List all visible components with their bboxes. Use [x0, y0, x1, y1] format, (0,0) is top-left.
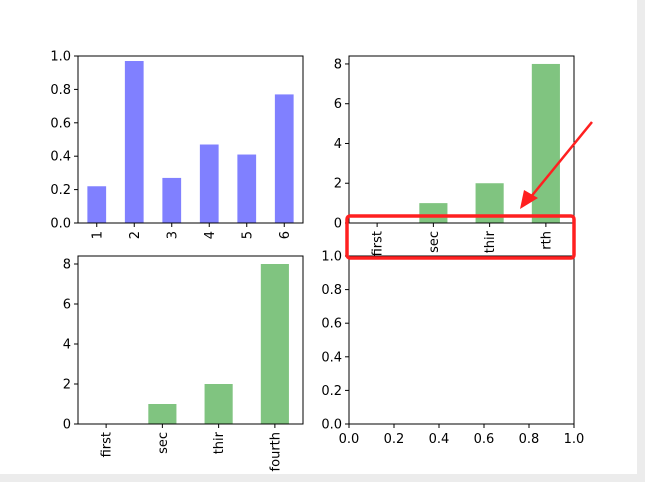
- highlight-box: [345, 214, 576, 260]
- x-tick-label: fourth: [268, 432, 283, 471]
- x-tick-label: 0.4: [429, 432, 450, 447]
- y-tick-label: 0.0: [321, 418, 342, 433]
- bar-4: [199, 144, 219, 223]
- axes-frame: [348, 55, 575, 224]
- y-tick-label: 0: [334, 217, 342, 232]
- y-tick-label: 4: [334, 137, 342, 152]
- x-tick-label: thir: [483, 230, 498, 253]
- y-tick-label: 1.0: [50, 50, 71, 65]
- arrow-head: [520, 190, 538, 209]
- axes-background: [349, 256, 574, 424]
- y-tick-label: 8: [334, 57, 342, 72]
- y-tick-label: 2: [63, 378, 71, 393]
- x-tick-label: 1.0: [564, 432, 585, 447]
- x-tick-label: 4: [203, 231, 218, 239]
- bar-2: [124, 61, 144, 224]
- bar-3: [162, 177, 182, 223]
- y-tick-label: 0.4: [321, 350, 342, 365]
- y-tick-label: 0.2: [50, 183, 71, 198]
- axes-frame: [348, 255, 575, 425]
- x-tick-label: sec: [156, 432, 171, 454]
- y-tick-label: 2: [334, 177, 342, 192]
- y-tick-label: 6: [63, 298, 71, 313]
- bar-rth: [531, 63, 560, 224]
- y-tick-label: 0: [63, 418, 71, 433]
- x-tick-label: thir: [212, 431, 227, 454]
- y-tick-label: 6: [334, 97, 342, 112]
- axes-frame: [77, 55, 304, 224]
- bar-fourth: [260, 264, 289, 424]
- bar-6: [274, 94, 294, 223]
- bar-thir: [204, 384, 233, 424]
- x-tick-label: first: [371, 231, 386, 256]
- subplot-top-left: 1 2 3 4 5 6 0.0 0.2 0.4 0.6 0.8 1.0: [50, 50, 304, 239]
- x-tick-label: sec: [427, 231, 442, 253]
- y-tick-label: 0.0: [50, 217, 71, 232]
- subplot-bottom-right: 0.0 0.2 0.4 0.6 0.8 1.0 0.0 0.2 0.4 0.6 0.8 1.0: [321, 250, 584, 448]
- x-tick-label: 0.6: [474, 432, 495, 447]
- y-tick-label: 1.0: [321, 250, 342, 265]
- y-tick-label: 0.8: [321, 283, 342, 298]
- window-bottom-edge: [0, 474, 645, 482]
- y-tick-label: 0.4: [50, 150, 71, 165]
- axes-frame: [77, 255, 304, 425]
- x-tick-label: rth: [539, 231, 554, 250]
- x-tick-label: 0.2: [384, 432, 405, 447]
- y-tick-label: 0.8: [50, 83, 71, 98]
- bar-sec: [148, 404, 177, 424]
- y-tick-label: 0.2: [321, 384, 342, 399]
- x-tick-label: 0.0: [339, 432, 360, 447]
- bar-5: [237, 154, 257, 223]
- annotation-layer: [345, 121, 593, 260]
- bar-sec: [419, 203, 448, 223]
- x-tick-label: 5: [240, 231, 255, 239]
- y-tick-label: 0.6: [321, 317, 342, 332]
- scrollbar-track[interactable]: [637, 0, 645, 482]
- y-tick-label: 8: [63, 258, 71, 273]
- y-tick-label: 4: [63, 338, 71, 353]
- x-tick-label: 1: [90, 231, 105, 239]
- subplot-bottom-left: first sec thir fourth 0 2 4 6 8: [63, 255, 304, 471]
- subplot-top-right: first sec thir rth 0 2 4 6 8: [334, 55, 575, 256]
- x-tick-label: 2: [128, 231, 143, 239]
- x-tick-label: 6: [278, 231, 293, 239]
- y-tick-label: 0.6: [50, 116, 71, 131]
- x-tick-label: 3: [165, 231, 180, 239]
- arrow-shaft: [529, 121, 593, 199]
- x-tick-label: 0.8: [519, 432, 540, 447]
- bar-1: [87, 186, 107, 223]
- x-tick-label: first: [100, 432, 115, 457]
